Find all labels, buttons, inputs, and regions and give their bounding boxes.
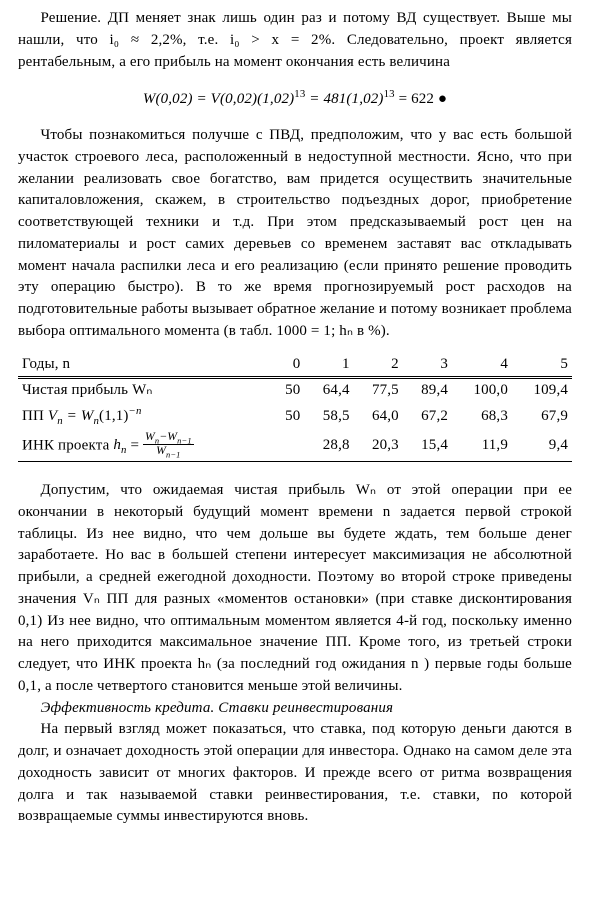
- data-table: Годы, n 0 1 2 3 4 5 Чистая прибыль Wₙ 50…: [18, 353, 572, 463]
- td: 89,4: [403, 378, 452, 403]
- table-row: ПП Vn = Wn(1,1)−n 50 58,5 64,0 67,2 68,3…: [18, 403, 572, 431]
- paragraph-solution: Решение. ДП меняет знак лишь один раз и …: [18, 8, 572, 73]
- label-text: Чистая прибыль Wₙ: [22, 382, 153, 398]
- formula-exp-2: 13: [384, 88, 395, 100]
- td: 77,5: [354, 378, 403, 403]
- td: 20,3: [354, 431, 403, 462]
- table-row: ИНК проекта hn = Wn−Wn−1Wn−1 28,8 20,3 1…: [18, 431, 572, 462]
- td: 9,4: [512, 431, 572, 462]
- th-0: 0: [272, 353, 305, 378]
- fraction: Wn−Wn−1Wn−1: [143, 431, 194, 460]
- td: 67,2: [403, 403, 452, 431]
- td: 67,9: [512, 403, 572, 431]
- th-years: Годы, n: [18, 353, 272, 378]
- math-var: hn: [113, 437, 126, 453]
- table-row: Чистая прибыль Wₙ 50 64,4 77,5 89,4 100,…: [18, 378, 572, 403]
- formula-part-3: = 622 ●: [395, 91, 447, 107]
- th-5: 5: [512, 353, 572, 378]
- label-text: ИНК проекта: [22, 437, 113, 453]
- th-1: 1: [304, 353, 353, 378]
- formula-part-1: W(0,02) = V(0,02)(1,02): [143, 91, 294, 107]
- table-head: Годы, n 0 1 2 3 4 5: [18, 353, 572, 378]
- td-label-h: ИНК проекта hn = Wn−Wn−1Wn−1: [18, 431, 272, 462]
- td: 109,4: [512, 378, 572, 403]
- th-2: 2: [354, 353, 403, 378]
- td: 50: [272, 378, 305, 403]
- td: 11,9: [452, 431, 512, 462]
- formula-exp-1: 13: [294, 88, 305, 100]
- th-4: 4: [452, 353, 512, 378]
- td: 100,0: [452, 378, 512, 403]
- math-var: Vn = Wn: [48, 408, 99, 424]
- td: 64,4: [304, 378, 353, 403]
- td: 68,3: [452, 403, 512, 431]
- section-title: Эффективность кредита. Ставки реинвестир…: [18, 698, 572, 720]
- td: 28,8: [304, 431, 353, 462]
- td: 58,5: [304, 403, 353, 431]
- math-exp: −n: [129, 405, 142, 417]
- th-3: 3: [403, 353, 452, 378]
- td: [272, 431, 305, 462]
- td-label-v: ПП Vn = Wn(1,1)−n: [18, 403, 272, 431]
- td-label-w: Чистая прибыль Wₙ: [18, 378, 272, 403]
- label-text: ПП: [22, 408, 48, 424]
- td: 15,4: [403, 431, 452, 462]
- paragraph-setup: Чтобы познакомиться получше с ПВД, предп…: [18, 125, 572, 343]
- paragraph-credit: На первый взгляд может показаться, что с…: [18, 719, 572, 828]
- formula-part-2: = 481(1,02): [305, 91, 383, 107]
- display-formula: W(0,02) = V(0,02)(1,02)13 = 481(1,02)13 …: [18, 87, 572, 111]
- paragraph-discussion: Допустим, что ожидаемая чистая прибыль W…: [18, 480, 572, 698]
- td: 64,0: [354, 403, 403, 431]
- td: 50: [272, 403, 305, 431]
